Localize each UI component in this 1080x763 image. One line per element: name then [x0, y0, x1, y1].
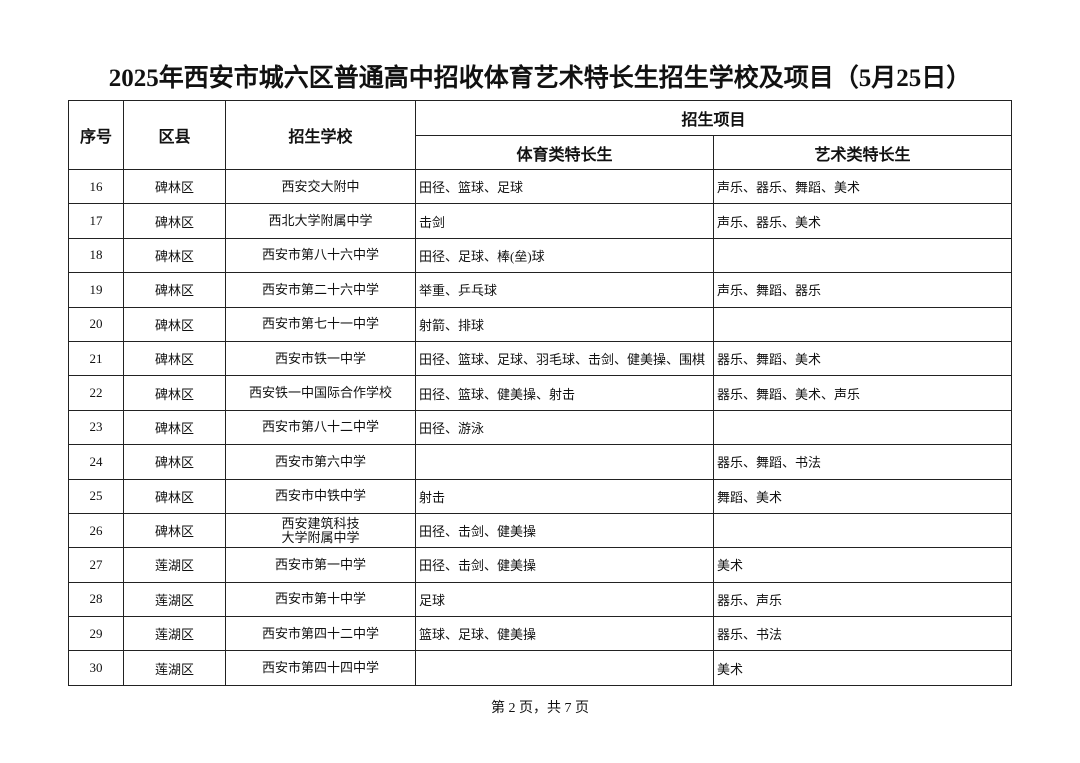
cell-district: 碑林区: [123, 272, 226, 308]
cell-district: 碑林区: [123, 340, 226, 377]
cell-district: 碑林区: [123, 444, 226, 480]
cell-arts: 美术: [712, 650, 1013, 686]
cell-arts: [712, 306, 1013, 342]
cell-school: 西安市第八十六中学: [225, 237, 416, 274]
cell-index: 23: [68, 409, 124, 446]
cell-sports: 足球: [415, 581, 714, 618]
header-district: 区县: [123, 100, 226, 170]
cell-district: 莲湖区: [123, 547, 226, 583]
cell-arts: 器乐、书法: [712, 616, 1013, 652]
table-row: 24 碑林区 西安市第六中学 器乐、舞蹈、书法: [68, 444, 1013, 480]
cell-arts: 声乐、舞蹈、器乐: [712, 272, 1013, 308]
cell-school: 西安市第七十一中学: [225, 306, 416, 342]
cell-school: 西安铁一中国际合作学校: [225, 375, 416, 411]
cell-arts: [712, 512, 1013, 549]
header-index: 序号: [68, 100, 124, 170]
cell-index: 22: [68, 375, 124, 411]
cell-sports: 田径、篮球、足球: [415, 168, 714, 205]
cell-school: 西安市第六中学: [225, 444, 416, 480]
table-row: 23 碑林区 西安市第八十二中学 田径、游泳: [68, 409, 1013, 446]
table-row: 28 莲湖区 西安市第十中学 足球 器乐、声乐: [68, 581, 1013, 618]
header-school: 招生学校: [225, 100, 416, 170]
cell-school: 西安建筑科技大学附属中学: [225, 512, 416, 549]
cell-index: 26: [68, 512, 124, 549]
cell-sports: 田径、篮球、足球、羽毛球、击剑、健美操、围棋: [415, 340, 714, 377]
cell-district: 碑林区: [123, 409, 226, 446]
table-row: 20 碑林区 西安市第七十一中学 射箭、排球: [68, 306, 1013, 342]
cell-index: 25: [68, 478, 124, 514]
page-number: 第 2 页，共 7 页: [491, 701, 589, 716]
table-row: 19 碑林区 西安市第二十六中学 举重、乒乓球 声乐、舞蹈、器乐: [68, 272, 1013, 308]
cell-sports: 篮球、足球、健美操: [415, 616, 714, 652]
cell-sports: 射箭、排球: [415, 306, 714, 342]
cell-sports: 田径、游泳: [415, 409, 714, 446]
table-row: 25 碑林区 西安市中铁中学 射击 舞蹈、美术: [68, 478, 1013, 514]
cell-district: 碑林区: [123, 306, 226, 342]
cell-sports: 田径、篮球、健美操、射击: [415, 375, 714, 411]
cell-school: 西安市第四十四中学: [225, 650, 416, 686]
schools-table: 序号 区县 招生学校 招生项目 体育类特长生 艺术类特长生 16 碑林区 西安交大附…: [68, 100, 1013, 686]
cell-sports: 射击: [415, 478, 714, 514]
cell-district: 莲湖区: [123, 616, 226, 652]
cell-sports: 田径、足球、棒(垒)球: [415, 237, 714, 274]
cell-school: 西安市铁一中学: [225, 340, 416, 377]
cell-index: 30: [68, 650, 124, 686]
cell-sports: [415, 444, 714, 480]
cell-arts: 声乐、器乐、舞蹈、美术: [712, 168, 1013, 205]
cell-district: 碑林区: [123, 478, 226, 514]
cell-sports: [415, 650, 714, 686]
cell-arts: 器乐、舞蹈、书法: [712, 444, 1013, 480]
cell-arts: [712, 237, 1013, 274]
table-row: 16 碑林区 西安交大附中 田径、篮球、足球 声乐、器乐、舞蹈、美术: [68, 168, 1013, 205]
cell-sports: 击剑: [415, 203, 714, 239]
table-row: 21 碑林区 西安市铁一中学 田径、篮球、足球、羽毛球、击剑、健美操、围棋 器乐、舞蹈、…: [68, 340, 1013, 377]
table-row: 27 莲湖区 西安市第一中学 田径、击剑、健美操 美术: [68, 547, 1013, 583]
table-row: 26 碑林区 西安建筑科技大学附属中学 田径、击剑、健美操: [68, 512, 1013, 549]
cell-school: 西安市第十中学: [225, 581, 416, 618]
page-title: 2025年西安市城六区普通高中招收体育艺术特长生招生学校及项目（5月25日）: [108, 65, 972, 92]
cell-school: 西安市中铁中学: [225, 478, 416, 514]
cell-index: 17: [68, 203, 124, 239]
cell-district: 碑林区: [123, 237, 226, 274]
cell-arts: 声乐、器乐、美术: [712, 203, 1013, 239]
cell-district: 碑林区: [123, 203, 226, 239]
cell-arts: 器乐、舞蹈、美术: [712, 340, 1013, 377]
cell-arts: 器乐、舞蹈、美术、声乐: [712, 375, 1013, 411]
cell-index: 16: [68, 168, 124, 205]
cell-school: 西安市第四十二中学: [225, 616, 416, 652]
cell-arts: 舞蹈、美术: [712, 478, 1013, 514]
header-arts: 艺术类特长生: [712, 135, 1013, 170]
cell-school: 西北大学附属中学: [225, 203, 416, 239]
cell-index: 21: [68, 340, 124, 377]
cell-district: 莲湖区: [123, 650, 226, 686]
cell-district: 碑林区: [123, 168, 226, 205]
cell-sports: 田径、击剑、健美操: [415, 547, 714, 583]
cell-arts: [712, 409, 1013, 446]
cell-index: 27: [68, 547, 124, 583]
cell-index: 20: [68, 306, 124, 342]
cell-school: 西安交大附中: [225, 168, 416, 205]
table-row: 17 碑林区 西北大学附属中学 击剑 声乐、器乐、美术: [68, 203, 1013, 239]
cell-district: 碑林区: [123, 375, 226, 411]
cell-school: 西安市第八十二中学: [225, 409, 416, 446]
header-projects: 招生项目: [414, 100, 1013, 136]
cell-index: 24: [68, 444, 124, 480]
cell-district: 莲湖区: [123, 581, 226, 618]
cell-index: 29: [68, 616, 124, 652]
table-row: 29 莲湖区 西安市第四十二中学 篮球、足球、健美操 器乐、书法: [68, 616, 1013, 652]
cell-sports: 田径、击剑、健美操: [415, 512, 714, 549]
cell-index: 28: [68, 581, 124, 618]
cell-arts: 美术: [712, 547, 1013, 583]
cell-school: 西安市第一中学: [225, 547, 416, 583]
table-row: 30 莲湖区 西安市第四十四中学 美术: [68, 650, 1013, 686]
header-sports: 体育类特长生: [415, 135, 714, 170]
cell-district: 碑林区: [123, 512, 226, 549]
table-row: 18 碑林区 西安市第八十六中学 田径、足球、棒(垒)球: [68, 237, 1013, 274]
cell-index: 19: [68, 272, 124, 308]
table-row: 22 碑林区 西安铁一中国际合作学校 田径、篮球、健美操、射击 器乐、舞蹈、美术、声乐: [68, 375, 1013, 411]
cell-index: 18: [68, 237, 124, 274]
cell-school: 西安市第二十六中学: [225, 272, 416, 308]
cell-arts: 器乐、声乐: [712, 581, 1013, 618]
cell-sports: 举重、乒乓球: [415, 272, 714, 308]
